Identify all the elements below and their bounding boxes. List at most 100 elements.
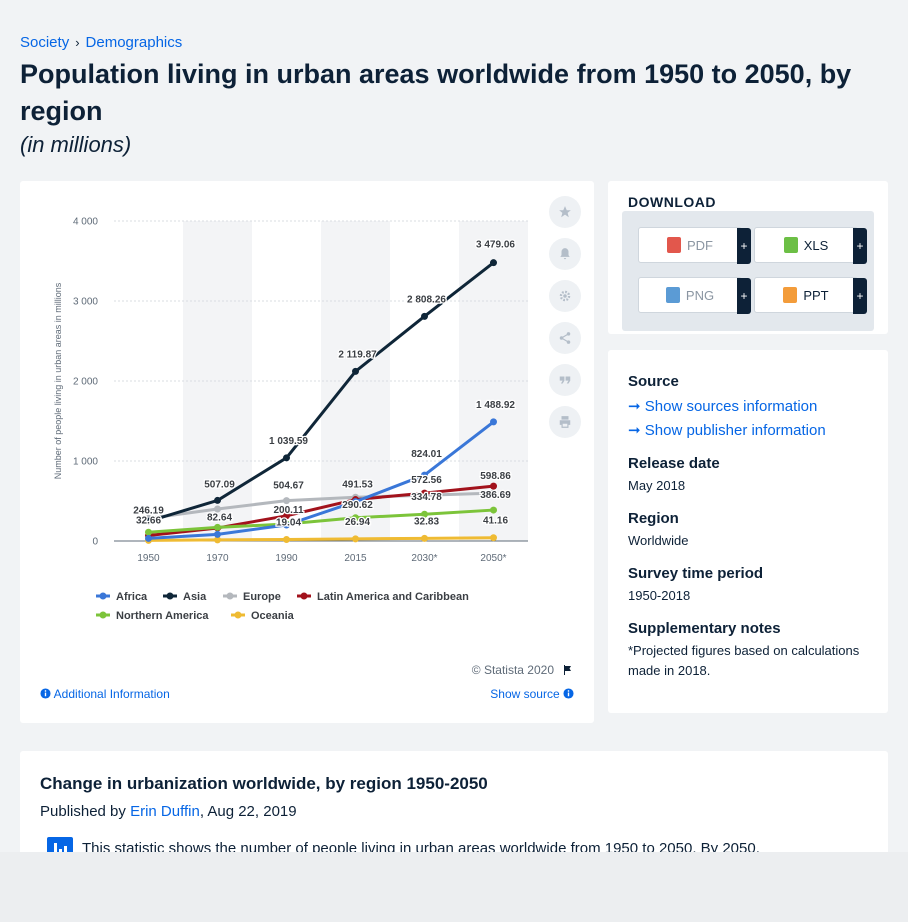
- data-point: [352, 514, 359, 522]
- region-label: Region: [628, 510, 679, 527]
- data-point: [214, 505, 221, 513]
- y-tick-label: 4 000: [73, 217, 98, 228]
- download-ppt-button[interactable]: PPT +: [754, 277, 867, 314]
- data-point: [283, 512, 290, 520]
- show-source-label: Show source: [490, 687, 560, 701]
- bell-icon: [560, 248, 570, 260]
- data-point: [490, 482, 497, 490]
- download-grid: PDF + XLS + PNG + PPT +: [622, 211, 874, 331]
- show-sources-label: Show sources information: [644, 398, 818, 415]
- x-tick-label: 1990: [275, 553, 298, 564]
- print-button[interactable]: [549, 406, 581, 438]
- flag-icon[interactable]: [562, 664, 574, 676]
- y-tick-label: 3 000: [73, 297, 98, 308]
- data-point: [214, 496, 221, 504]
- statistic-info-card: Source ➞ Show sources information ➞ Show…: [608, 350, 888, 713]
- data-point: [490, 534, 497, 542]
- data-label: 3 479.06: [476, 240, 515, 251]
- copyright-text: © Statista 2020: [471, 663, 554, 677]
- show-source-link[interactable]: Show source: [490, 687, 574, 701]
- data-label: 334.78: [411, 492, 442, 503]
- legend-marker: [99, 611, 107, 619]
- show-publisher-link[interactable]: ➞ Show publisher information: [628, 421, 826, 439]
- series-line: [148, 261, 495, 523]
- x-tick-label: 2050*: [480, 553, 506, 564]
- data-label: 200.11: [273, 505, 303, 516]
- series-line: [148, 508, 494, 534]
- data-point: [490, 506, 497, 514]
- data-label: 824.01: [411, 449, 442, 460]
- published-by-label: Published by: [40, 803, 126, 820]
- bottom-bar: [0, 852, 908, 922]
- data-point: [490, 259, 497, 267]
- series-line: [148, 420, 495, 540]
- page-subtitle: (in millions): [20, 132, 132, 157]
- print-icon: [559, 416, 571, 428]
- download-xls-button[interactable]: XLS +: [754, 227, 867, 264]
- star-icon: [559, 206, 571, 218]
- supplementary-notes-label: Supplementary notes: [628, 620, 781, 637]
- y-tick-label: 2 000: [73, 377, 98, 388]
- data-point: [145, 534, 152, 542]
- y-axis-label: Number of people living in urban areas i…: [53, 282, 63, 479]
- data-label: 41.16: [483, 516, 508, 527]
- description-meta: Published by Erin Duffin, Aug 22, 2019: [40, 803, 297, 820]
- x-tick-label: 2015: [344, 553, 367, 564]
- share-button[interactable]: [549, 322, 581, 354]
- data-point: [421, 471, 428, 479]
- y-tick-label: 1 000: [73, 457, 98, 468]
- share-icon: [559, 332, 571, 344]
- plus-icon: +: [853, 278, 867, 314]
- data-point: [214, 530, 221, 538]
- download-pdf-button[interactable]: PDF +: [638, 227, 751, 264]
- data-point: [490, 489, 497, 497]
- plus-icon: +: [737, 228, 751, 264]
- notification-button[interactable]: [549, 238, 581, 270]
- data-point: [352, 498, 359, 506]
- info-icon: [563, 688, 574, 699]
- description-title: Change in urbanization worldwide, by reg…: [40, 774, 488, 793]
- download-png-button[interactable]: PNG +: [638, 277, 751, 314]
- page-title: Population living in urban areas worldwi…: [20, 59, 852, 126]
- series-line: [148, 491, 494, 520]
- data-label: 32.83: [414, 516, 439, 527]
- legend-label: Africa: [116, 591, 148, 603]
- data-label: 19.04: [276, 517, 301, 528]
- legend-marker: [166, 592, 174, 600]
- show-publisher-label: Show publisher information: [644, 422, 826, 439]
- data-label: 1 488.92: [476, 400, 515, 411]
- breadcrumb-society[interactable]: Society: [20, 34, 70, 51]
- data-point: [421, 489, 428, 497]
- x-tick-label: 1970: [206, 553, 229, 564]
- data-label: 1 039.59: [269, 436, 308, 447]
- x-tick-label: 2030*: [411, 553, 437, 564]
- source-label: Source: [628, 373, 679, 390]
- download-title: DOWNLOAD: [628, 194, 716, 210]
- data-label: 504.67: [273, 481, 304, 492]
- data-point: [283, 521, 290, 529]
- favorite-button[interactable]: [549, 196, 581, 228]
- breadcrumb-separator: ›: [75, 35, 80, 50]
- breadcrumb-demographics[interactable]: Demographics: [85, 34, 183, 51]
- show-sources-link[interactable]: ➞ Show sources information: [628, 397, 817, 415]
- arrow-right-icon: ➞: [628, 422, 641, 439]
- legend-label: Latin America and Caribbean: [317, 591, 469, 603]
- download-ppt-label: PPT: [803, 287, 829, 303]
- png-icon: [665, 287, 680, 303]
- legend-label: Oceania: [251, 610, 295, 622]
- settings-button[interactable]: [549, 280, 581, 312]
- data-point: [421, 534, 428, 542]
- additional-info-link[interactable]: Additional Information: [40, 687, 170, 701]
- breadcrumb: Society › Demographics: [20, 34, 182, 51]
- data-point: [145, 528, 152, 536]
- additional-info-label: Additional Information: [53, 687, 170, 701]
- xls-icon: [783, 237, 798, 253]
- arrow-right-icon: ➞: [628, 398, 641, 415]
- line-chart: 0 1 000 2 000 3 000 4 000 1950 1970 1990 2015 203…: [53, 217, 528, 622]
- data-label: 26.94: [345, 517, 370, 528]
- supplementary-notes-value: *Projected figures based on calculations…: [628, 643, 860, 678]
- author-link[interactable]: Erin Duffin: [130, 803, 200, 820]
- cite-button[interactable]: [549, 364, 581, 396]
- data-label: 598.86: [480, 471, 511, 482]
- plus-icon: +: [853, 228, 867, 264]
